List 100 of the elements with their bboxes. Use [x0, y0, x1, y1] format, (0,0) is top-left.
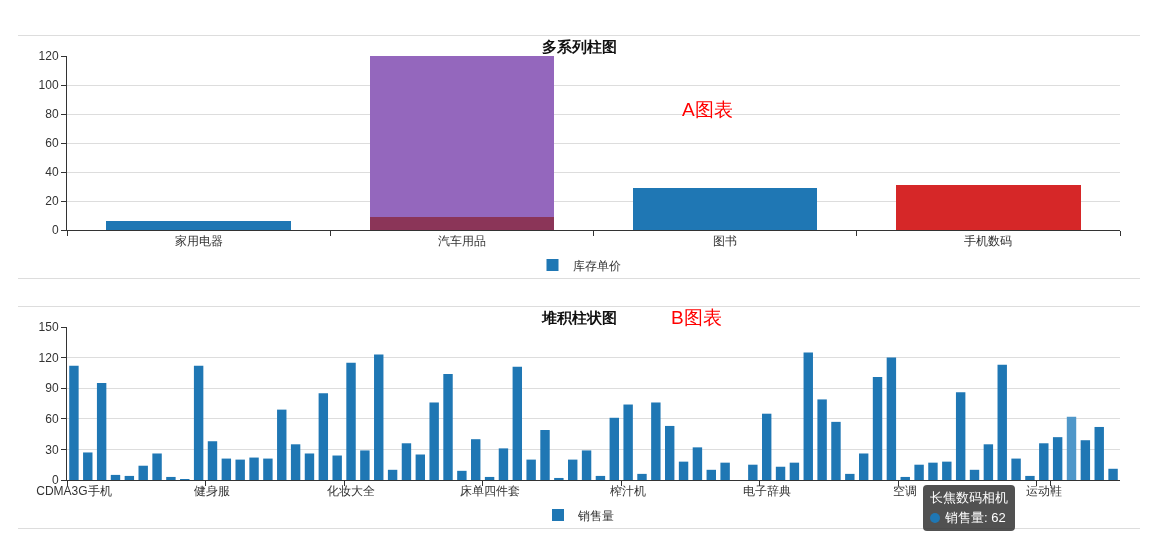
- bar: [498, 448, 509, 480]
- y-tick-label: 120: [38, 49, 59, 64]
- bar: [678, 461, 689, 480]
- y-tick-label: 120: [38, 350, 59, 365]
- bar: [706, 469, 716, 480]
- bar: [96, 383, 107, 480]
- bar: [193, 365, 204, 480]
- bar: [249, 457, 259, 480]
- bar: [761, 413, 772, 480]
- bar: [374, 354, 384, 480]
- bar: [789, 462, 800, 480]
- bar: [692, 447, 703, 480]
- bar: [1025, 475, 1035, 480]
- bar: [387, 469, 398, 480]
- bar: [803, 352, 813, 480]
- bar: [554, 477, 564, 480]
- x-tick-label: CDMA3G手机: [36, 484, 112, 499]
- x-tick-label: 健身服: [194, 484, 231, 499]
- bar: [1011, 458, 1021, 480]
- bar: [609, 417, 619, 480]
- bar: [664, 425, 675, 480]
- bar: [1066, 416, 1077, 480]
- bar: [540, 430, 550, 480]
- bar: [443, 373, 453, 480]
- bar: [595, 475, 606, 480]
- bar: [955, 392, 966, 480]
- y-tick-label: 20: [45, 194, 59, 209]
- bar: [1039, 443, 1049, 480]
- bar: [332, 455, 342, 480]
- tooltip: 长焦数码相机 销售量: 62: [923, 485, 1015, 531]
- bar: [277, 409, 287, 480]
- x-tick-label: 空调: [893, 484, 918, 499]
- bar: [429, 402, 439, 480]
- bar: [401, 443, 412, 480]
- bar: [845, 473, 855, 480]
- x-tick-label: 化妆大全: [327, 484, 376, 499]
- bar: [817, 399, 827, 480]
- x-tick-label: 家用电器: [174, 234, 223, 249]
- bar: [304, 453, 315, 480]
- bar: [346, 362, 356, 480]
- x-tick-label: 床单四件套: [459, 484, 520, 499]
- bar: [471, 439, 481, 480]
- chart-title: 堆积柱状图: [540, 309, 617, 327]
- bar: [369, 56, 555, 217]
- chart-title: 多系列柱图: [541, 38, 617, 56]
- bar: [896, 185, 1081, 230]
- bar: [221, 458, 232, 480]
- y-tick-label: 90: [45, 381, 59, 396]
- y-tick-label: 60: [45, 136, 59, 151]
- bar: [360, 450, 370, 480]
- bar: [106, 221, 291, 230]
- bar: [969, 469, 980, 480]
- bar: [1052, 437, 1063, 480]
- bar: [900, 476, 910, 480]
- bar: [858, 453, 869, 480]
- x-tick-label: 手机数码: [964, 234, 1013, 249]
- bar: [166, 476, 176, 480]
- bar: [914, 464, 924, 480]
- bar: [110, 474, 121, 480]
- bar: [775, 466, 786, 480]
- bar: [872, 376, 883, 480]
- bar: [235, 459, 245, 480]
- bar: [526, 459, 536, 480]
- y-tick-label: 60: [45, 412, 59, 426]
- bar: [457, 470, 467, 480]
- bar: [983, 444, 994, 480]
- y-tick-label: 100: [38, 78, 59, 93]
- y-tick-label: 0: [51, 223, 59, 238]
- y-tick-label: 30: [45, 442, 59, 457]
- bar: [83, 452, 93, 480]
- x-tick-label: 榨汁机: [610, 484, 647, 499]
- bar: [290, 444, 301, 480]
- bar: [942, 461, 952, 480]
- y-tick-label: 150: [38, 320, 59, 335]
- bar: [69, 365, 79, 480]
- bar: [748, 464, 758, 480]
- bar: [928, 462, 938, 480]
- x-tick-label: 电子辞典: [742, 484, 791, 499]
- bar: [415, 454, 426, 480]
- x-tick-label: 汽车用品: [437, 234, 486, 249]
- bar: [207, 441, 218, 480]
- bar: [720, 462, 730, 480]
- x-tick-label: 图书: [713, 234, 738, 249]
- bar: [831, 421, 841, 480]
- bar: [152, 453, 162, 480]
- annotation: A图表: [682, 99, 733, 120]
- bar: [1094, 426, 1104, 480]
- bar: [632, 187, 818, 230]
- bar: [1108, 468, 1118, 480]
- bar: [623, 404, 633, 480]
- x-tick-label: 运动鞋: [1025, 484, 1062, 499]
- legend-label: 销售量: [577, 508, 614, 523]
- bar: [263, 458, 273, 480]
- annotation: B图表: [671, 307, 722, 328]
- bar: [512, 366, 523, 480]
- bar: [484, 476, 495, 480]
- y-tick-label: 40: [45, 165, 59, 180]
- bar: [997, 364, 1007, 480]
- bar: [1080, 440, 1091, 480]
- bar: [124, 475, 135, 480]
